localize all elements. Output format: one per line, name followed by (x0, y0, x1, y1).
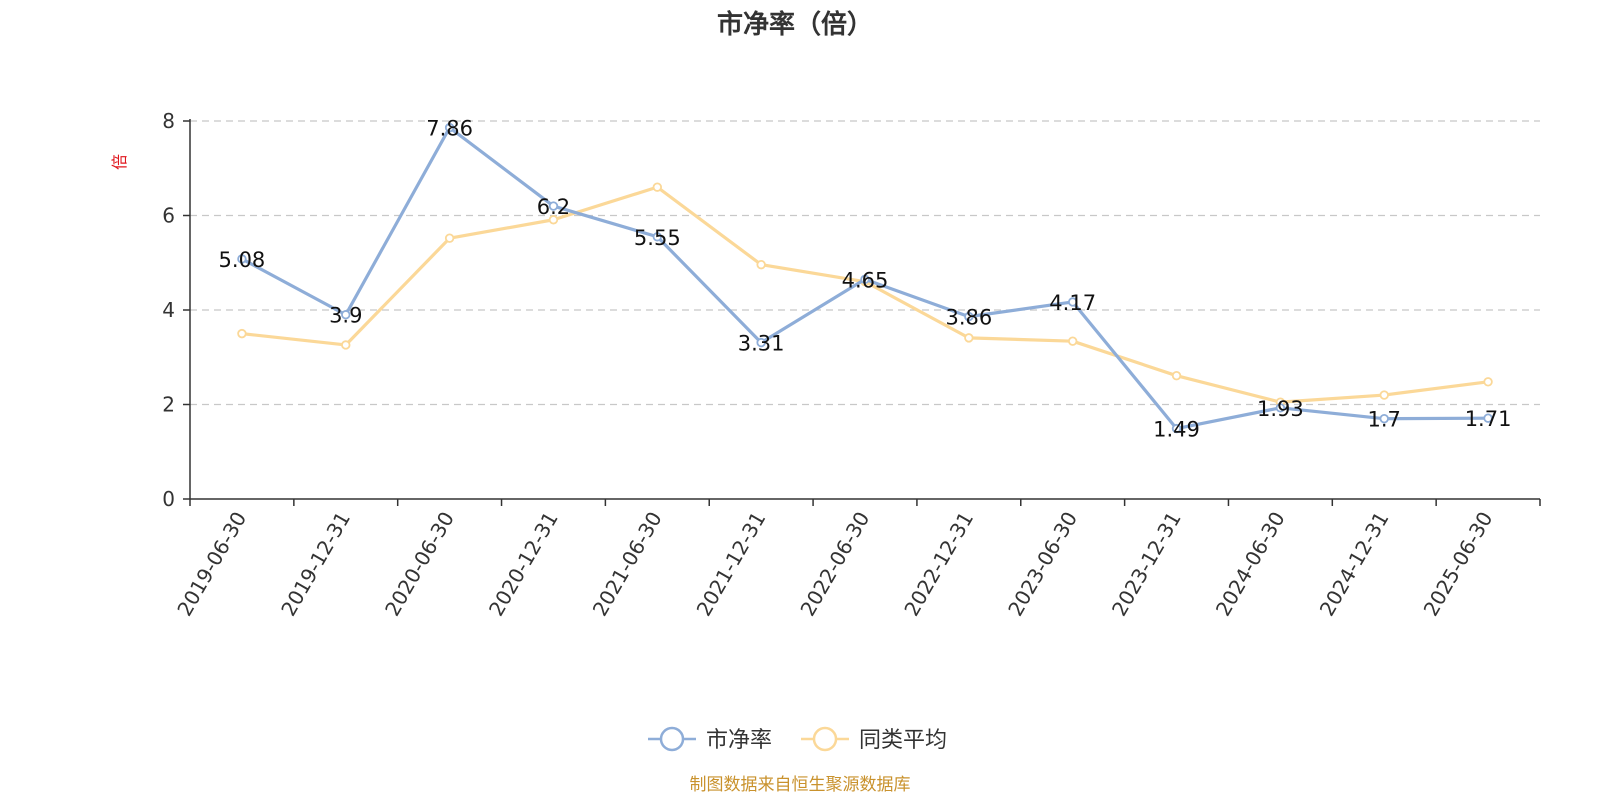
x-tick-label: 2022-12-31 (899, 508, 978, 621)
data-point (1379, 390, 1389, 400)
data-label: 1.71 (1465, 407, 1512, 431)
data-point (444, 122, 455, 133)
data-label: 4.65 (842, 268, 889, 292)
data-point (548, 201, 559, 211)
x-tick-label: 2023-06-30 (1003, 508, 1082, 621)
legend-label: 同类平均 (859, 728, 947, 753)
legend-marker-icon (812, 726, 838, 752)
legend: 市净率 同类平均 (648, 726, 947, 753)
data-point (964, 333, 974, 343)
data-point (964, 311, 974, 322)
x-tick-label: 2023-12-31 (1107, 508, 1186, 621)
data-label: 4.17 (1049, 291, 1096, 315)
data-label: 6.2 (537, 195, 570, 219)
data-label: 1.93 (1257, 397, 1304, 421)
chart-title: 市净率（倍） (717, 9, 873, 40)
x-tick-label: 2021-06-30 (588, 508, 667, 621)
data-label: 5.55 (634, 226, 681, 250)
data-point (652, 232, 663, 242)
x-tick-label: 2021-12-31 (692, 508, 771, 621)
x-tick-label: 2022-06-30 (795, 508, 874, 621)
data-point (444, 233, 455, 243)
x-tick-label: 2025-06-30 (1419, 508, 1498, 621)
source-note: 制图数据来自恒生聚源数据库 (690, 775, 911, 795)
data-point (756, 337, 766, 348)
data-point (1171, 370, 1182, 381)
x-tick-label: 2020-12-31 (484, 508, 563, 621)
series-lines (237, 122, 1493, 434)
data-point (1171, 423, 1182, 434)
data-label: 3.9 (329, 304, 362, 328)
y-tick-label: 8 (162, 109, 175, 133)
grid-lines (190, 120, 1540, 406)
x-tick-label: 2019-12-31 (276, 508, 355, 621)
y-tick-label: 4 (162, 298, 175, 322)
data-point (652, 182, 663, 192)
data-label: 1.7 (1368, 408, 1401, 432)
data-point (341, 340, 351, 350)
data-label: 7.86 (426, 117, 473, 141)
legend-item: 同类平均 (801, 726, 947, 753)
x-tick-label: 2020-06-30 (380, 507, 459, 620)
data-point (860, 274, 870, 284)
y-tick-label: 0 (162, 487, 175, 511)
x-tick-label: 2024-06-30 (1211, 508, 1290, 621)
x-tick-label: 2019-06-30 (172, 508, 251, 621)
data-point (1275, 403, 1286, 413)
data-point (548, 215, 559, 225)
data-point (237, 328, 247, 339)
y-tick-label: 6 (162, 204, 175, 228)
data-label: 3.31 (738, 332, 785, 356)
data-point (1483, 377, 1493, 387)
series-line-peer-average (241, 185, 1489, 404)
x-tick-label: 2024-12-31 (1315, 508, 1394, 621)
data-point (1067, 297, 1078, 307)
data-label: 5.08 (219, 248, 266, 272)
y-axis-unit-label: 倍 (110, 154, 129, 170)
data-point (756, 259, 766, 270)
legend-item: 市净率 (648, 726, 772, 753)
data-label: 3.86 (945, 306, 992, 330)
data-point (341, 310, 351, 320)
data-label: 1.49 (1153, 418, 1200, 442)
axes: 0 2 4 6 8 2019-06-30 2019-12-31 2020-06-30 2020-… (162, 109, 1541, 621)
data-labels: 5.08 3.9 7.86 6.2 5.55 3.31 4.65 3.86 4.17 1.49 1.… (219, 117, 1512, 442)
data-point (1379, 413, 1389, 424)
data-point (237, 254, 247, 264)
data-point (1067, 336, 1078, 346)
legend-label: 市净率 (706, 728, 772, 753)
y-tick-label: 2 (162, 393, 175, 417)
data-point (1483, 413, 1493, 423)
legend-marker-icon (659, 726, 685, 752)
